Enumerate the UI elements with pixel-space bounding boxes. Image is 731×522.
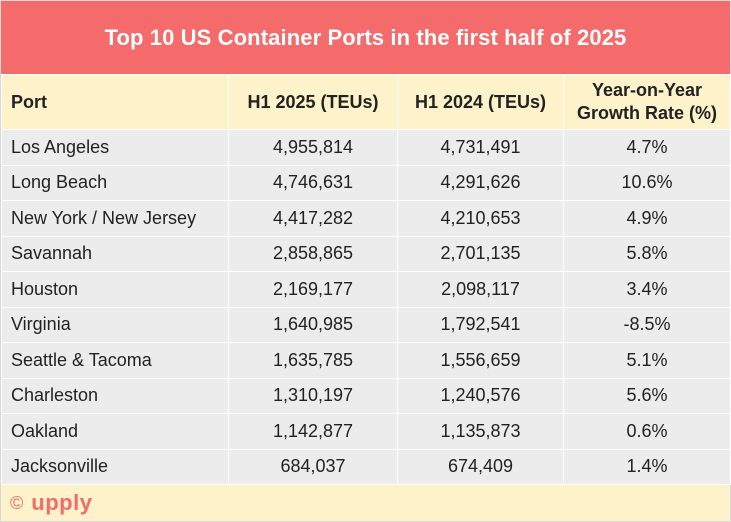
cell-h1-2024: 4,291,626 [397,164,564,201]
cell-growth: -8.5% [563,306,731,343]
table-row: Long Beach 4,746,631 4,291,626 10.6% [1,164,731,201]
cell-port: Houston [1,271,229,308]
ports-table: Port H1 2025 (TEUs) H1 2024 (TEUs) Year-… [1,74,731,485]
cell-h1-2025: 1,310,197 [228,377,398,414]
column-header-growth: Year-on-Year Growth Rate (%) [563,74,731,130]
cell-h1-2025: 2,169,177 [228,271,398,308]
cell-port: Seattle & Tacoma [1,342,229,379]
cell-port: Charleston [1,377,229,414]
cell-growth: 4.7% [563,129,731,166]
cell-growth: 5.6% [563,377,731,414]
column-header-h1-2024: H1 2024 (TEUs) [397,74,564,130]
cell-h1-2024: 1,240,576 [397,377,564,414]
table-row: Virginia 1,640,985 1,792,541 -8.5% [1,306,731,343]
table-row: Jacksonville 684,037 674,409 1.4% [1,448,731,485]
cell-h1-2025: 684,037 [228,448,398,485]
footer: © upply [1,485,730,521]
cell-growth: 4.9% [563,200,731,237]
cell-growth: 5.8% [563,235,731,272]
cell-h1-2025: 1,635,785 [228,342,398,379]
cell-port: Long Beach [1,164,229,201]
cell-h1-2025: 4,417,282 [228,200,398,237]
table-title: Top 10 US Container Ports in the first h… [1,1,730,74]
cell-port: Oakland [1,413,229,450]
table-row: Oakland 1,142,877 1,135,873 0.6% [1,413,731,450]
cell-h1-2024: 1,792,541 [397,306,564,343]
cell-h1-2024: 1,135,873 [397,413,564,450]
cell-h1-2024: 2,098,117 [397,271,564,308]
table-row: Charleston 1,310,197 1,240,576 5.6% [1,377,731,414]
brand-logo: upply [31,490,93,515]
cell-port: Los Angeles [1,129,229,166]
cell-h1-2025: 1,142,877 [228,413,398,450]
cell-h1-2024: 4,210,653 [397,200,564,237]
table-body: Los Angeles 4,955,814 4,731,491 4.7% Long Be… [1,129,731,485]
column-header-port: Port [1,74,229,130]
cell-h1-2025: 4,955,814 [228,129,398,166]
table-row: Los Angeles 4,955,814 4,731,491 4.7% [1,129,731,166]
cell-growth: 1.4% [563,448,731,485]
cell-h1-2025: 4,746,631 [228,164,398,201]
cell-port: Virginia [1,306,229,343]
table-row: Seattle & Tacoma 1,635,785 1,556,659 5.1% [1,342,731,379]
cell-growth: 5.1% [563,342,731,379]
column-header-h1-2025: H1 2025 (TEUs) [228,74,398,130]
cell-growth: 3.4% [563,271,731,308]
cell-h1-2024: 1,556,659 [397,342,564,379]
cell-port: Jacksonville [1,448,229,485]
cell-port: New York / New Jersey [1,200,229,237]
table-row: New York / New Jersey 4,417,282 4,210,653 4… [1,200,731,237]
cell-h1-2024: 674,409 [397,448,564,485]
table-row: Houston 2,169,177 2,098,117 3.4% [1,271,731,308]
cell-h1-2025: 1,640,985 [228,306,398,343]
cell-growth: 0.6% [563,413,731,450]
cell-h1-2024: 4,731,491 [397,129,564,166]
cell-port: Savannah [1,235,229,272]
table-row: Savannah 2,858,865 2,701,135 5.8% [1,235,731,272]
cell-h1-2025: 2,858,865 [228,235,398,272]
copyright-symbol: © [10,492,24,513]
cell-growth: 10.6% [563,164,731,201]
header-row: Port H1 2025 (TEUs) H1 2024 (TEUs) Year-… [1,74,731,130]
cell-h1-2024: 2,701,135 [397,235,564,272]
